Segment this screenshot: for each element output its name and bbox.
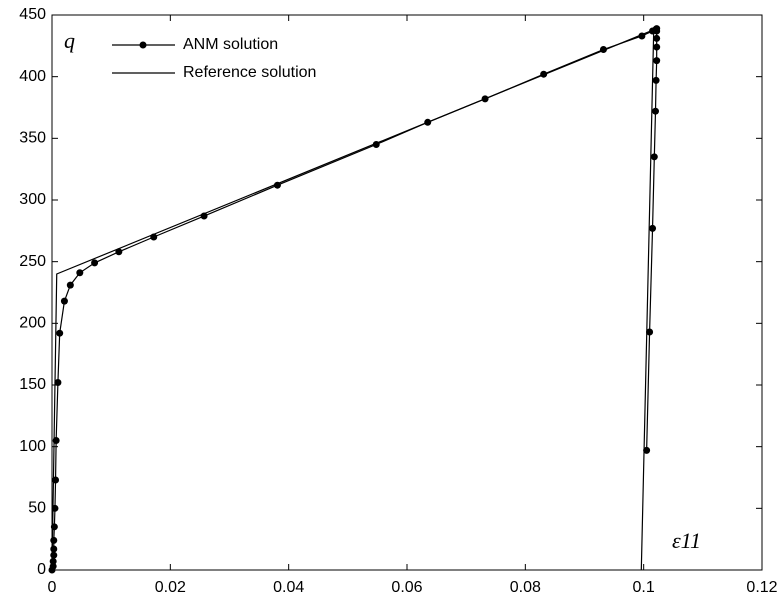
series-marker (66, 281, 74, 289)
y-tick-label: 400 (19, 68, 46, 85)
series-marker (49, 557, 57, 565)
series-marker (652, 76, 660, 84)
y-tick-label: 300 (19, 191, 46, 208)
x-axis-label: ε11 (672, 528, 701, 553)
series-marker (60, 297, 68, 305)
y-tick-label: 200 (19, 315, 46, 332)
y-tick-label: 100 (19, 438, 46, 455)
x-tick-label: 0.12 (746, 579, 777, 596)
series-line (51, 28, 655, 571)
series-marker (50, 536, 58, 544)
series-marker (653, 43, 661, 51)
series-marker (91, 259, 99, 267)
y-axis-label: q (64, 28, 75, 53)
series-marker (50, 551, 58, 559)
series-line (51, 27, 658, 571)
legend-label: ANM solution (183, 36, 278, 53)
legend-marker (139, 41, 147, 49)
series-marker (646, 328, 654, 336)
series-marker (653, 34, 661, 42)
legend-label: Reference solution (183, 64, 316, 81)
y-tick-label: 350 (19, 130, 46, 147)
series-marker (649, 224, 657, 232)
series-marker (652, 107, 659, 115)
y-tick-label: 50 (28, 500, 46, 517)
series-marker (643, 446, 651, 454)
y-tick-label: 450 (19, 6, 46, 23)
x-tick-label: 0.1 (633, 579, 655, 596)
series-marker (54, 379, 62, 387)
y-tick-label: 0 (37, 561, 46, 578)
series-marker (56, 329, 64, 337)
series-marker (653, 57, 661, 65)
y-tick-label: 250 (19, 253, 46, 270)
x-tick-label: 0.02 (155, 579, 186, 596)
series-marker (115, 248, 123, 256)
series-marker (76, 269, 84, 277)
series-marker (650, 153, 658, 161)
series-marker (653, 27, 661, 35)
series-marker (50, 545, 58, 553)
series-marker (50, 523, 58, 531)
x-tick-label: 0.04 (273, 579, 304, 596)
x-tick-label: 0 (48, 579, 57, 596)
x-tick-label: 0.08 (510, 579, 541, 596)
x-tick-label: 0.06 (391, 579, 422, 596)
y-tick-label: 150 (19, 376, 46, 393)
